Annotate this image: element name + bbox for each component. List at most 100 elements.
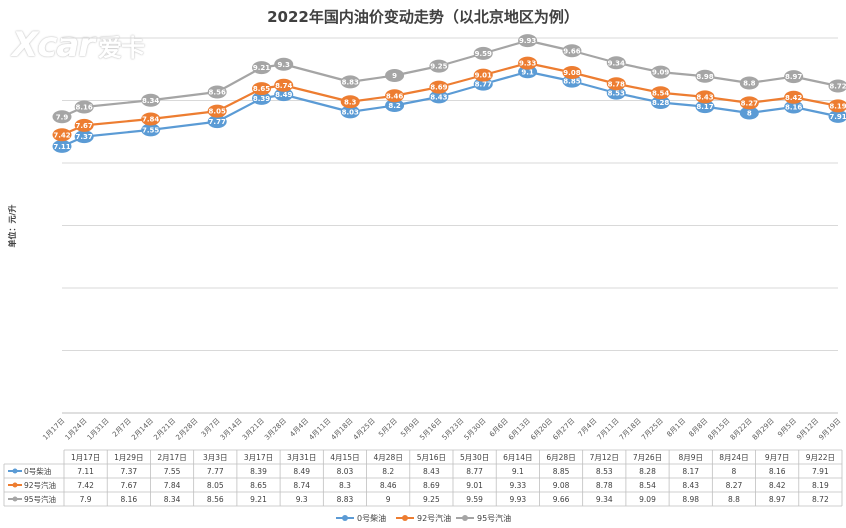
data-label: 8.49	[275, 91, 292, 99]
table-cell: 8.16	[769, 467, 786, 476]
data-point	[274, 88, 294, 102]
table-header-cell: 9月22日	[806, 453, 835, 462]
table-cell: 8.17	[682, 467, 699, 476]
x-tick-label: 4月11日	[307, 417, 332, 442]
legend-marker	[462, 515, 468, 521]
table-cell: 8.74	[293, 481, 310, 490]
table-cell: 9.34	[596, 495, 613, 504]
data-label: 7.42	[53, 131, 70, 139]
data-point	[828, 109, 846, 123]
data-label: 8.54	[652, 89, 669, 97]
table-header-cell: 7月26日	[633, 453, 662, 462]
data-point	[207, 104, 227, 118]
x-tick-label: 2月28日	[174, 417, 199, 442]
x-tick-label: 7月11日	[596, 417, 621, 442]
data-label: 9.3	[278, 61, 291, 69]
table-cell: 8.16	[120, 495, 137, 504]
data-label: 7.9	[56, 113, 69, 121]
table-header-cell: 4月15日	[330, 453, 359, 462]
data-label: 9.1	[521, 68, 534, 76]
data-label: 8.56	[209, 89, 226, 97]
table-cell: 8.2	[382, 467, 394, 476]
x-tick-label: 5月2日	[377, 417, 399, 439]
data-point	[274, 78, 294, 92]
table-cell: 8.43	[423, 467, 440, 476]
table-cell: 9.66	[553, 495, 570, 504]
x-tick-label: 5月23日	[440, 417, 465, 442]
table-cell: 8.49	[293, 467, 310, 476]
table-cell: 7.67	[120, 481, 137, 490]
x-tick-label: 5月30日	[463, 417, 488, 442]
table-cell: 8.28	[639, 467, 656, 476]
table-cell: 7.55	[164, 467, 181, 476]
legend: 0号柴油 92号汽油 95号汽油	[336, 513, 511, 523]
table-header-cell: 1月17日	[71, 453, 100, 462]
data-point	[252, 91, 272, 105]
data-label: 8.28	[652, 99, 669, 107]
data-label: 8.77	[475, 81, 492, 89]
data-point	[739, 106, 759, 120]
table-cell: 8	[732, 467, 737, 476]
data-point	[74, 118, 94, 132]
table-cell: 7.37	[120, 467, 137, 476]
legend-label: 95号汽油	[477, 513, 511, 523]
data-label: 8.03	[342, 108, 359, 116]
xcar-logo: Xcar 爱卡	[12, 25, 145, 65]
table-header-cell: 3月3日	[203, 453, 228, 462]
table-header-cell: 3月17日	[244, 453, 273, 462]
table-cell: 8.46	[380, 481, 397, 490]
data-label: 8.05	[209, 108, 226, 116]
table-cell: 8.27	[726, 481, 743, 490]
data-label: 9.93	[519, 37, 536, 45]
x-tick-label: 1月24日	[64, 417, 89, 442]
x-tick-label: 3月14日	[219, 417, 244, 442]
data-label: 7.55	[142, 126, 159, 134]
data-label: 8.34	[142, 97, 159, 105]
data-label: 9.09	[652, 69, 669, 77]
data-point	[340, 95, 360, 109]
data-point	[606, 56, 626, 70]
table-cell: 8.69	[423, 481, 440, 490]
table-cell: 8.43	[682, 481, 699, 490]
x-tick-label: 2月14日	[130, 417, 155, 442]
data-label: 9.34	[608, 59, 625, 67]
table-cell: 7.77	[207, 467, 224, 476]
table-cell: 9.59	[466, 495, 483, 504]
series-line-2	[61, 39, 839, 118]
data-point	[385, 99, 405, 112]
data-label: 8.46	[386, 92, 403, 100]
data-table: 1月17日 1月29日 2月17日 3月3日 3月17日 3月31日 4月15日 4月28日 5…	[3, 449, 843, 507]
data-point	[651, 65, 671, 79]
data-point	[52, 128, 72, 142]
table-cell: 8.42	[769, 481, 786, 490]
table-cell: 8.54	[639, 481, 656, 490]
chart-title: 2022年国内油价变动走势（以北京地区为例）	[267, 8, 579, 26]
x-tick-label: 3月28日	[263, 417, 288, 442]
data-label: 9.59	[475, 50, 492, 58]
table-cell: 9.93	[509, 495, 526, 504]
data-label: 8.43	[430, 93, 447, 101]
x-tick-label: 6月20日	[529, 417, 554, 442]
data-label: 8.72	[829, 83, 846, 91]
table-header-cell: 2月17日	[157, 453, 186, 462]
data-label: 8	[747, 110, 752, 118]
data-label: 8.98	[696, 73, 713, 81]
x-tick-label: 1月31日	[86, 417, 111, 442]
table-cell: 7.84	[164, 481, 181, 490]
data-label: 9.25	[430, 63, 447, 71]
data-label: 9.66	[563, 47, 580, 55]
table-header-cell: 9月7日	[765, 453, 790, 462]
data-label: 8.65	[253, 85, 270, 93]
table-cell: 7.42	[77, 481, 94, 490]
data-point	[739, 96, 759, 110]
table-header-cell: 6月28日	[546, 453, 575, 462]
data-point	[651, 96, 671, 109]
data-label: 8.83	[342, 78, 359, 86]
data-point	[606, 86, 626, 100]
data-point	[385, 69, 405, 82]
data-label: 8.3	[344, 98, 357, 106]
data-point	[473, 68, 493, 82]
data-point	[784, 100, 804, 114]
